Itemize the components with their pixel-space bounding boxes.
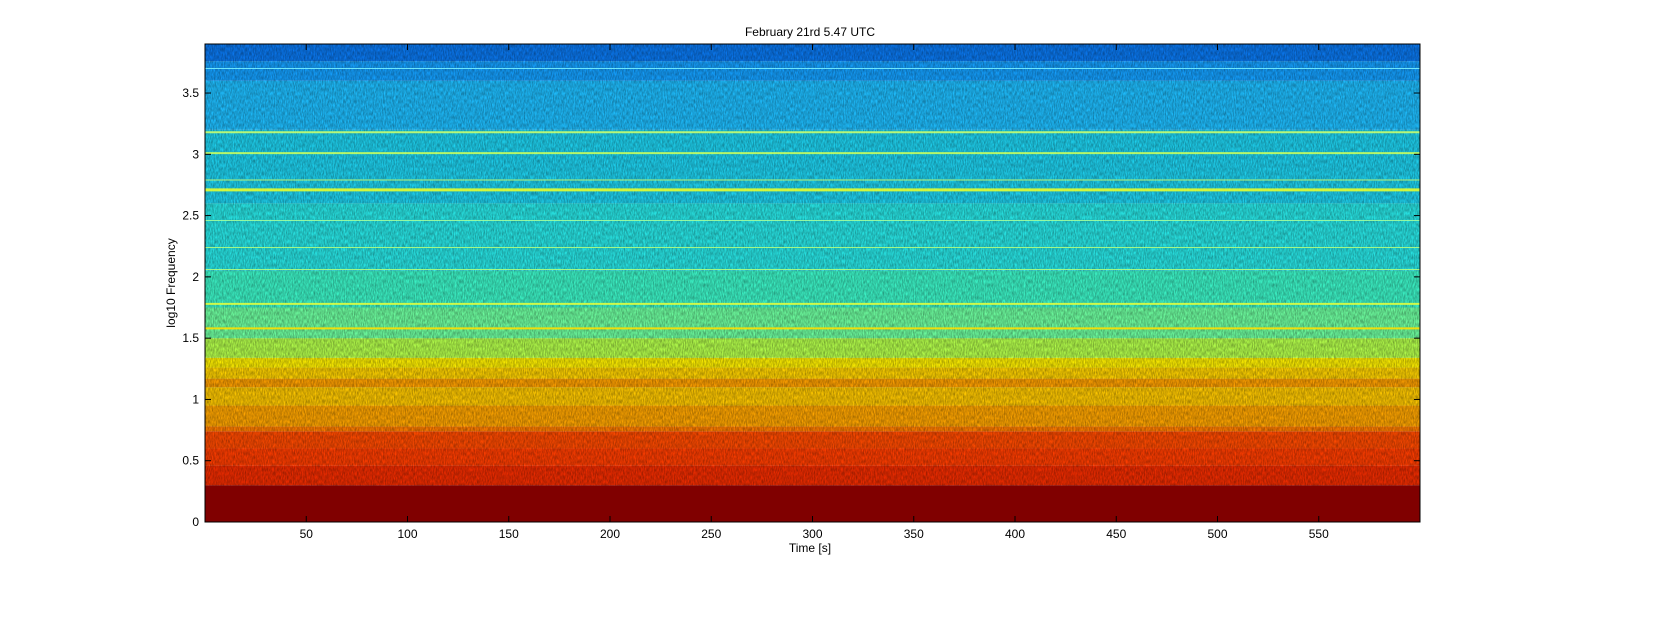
x-tick-label: 400 <box>1005 527 1025 541</box>
y-tick-label: 2 <box>192 270 199 284</box>
spectrogram-texture <box>205 44 1420 486</box>
x-axis-ticks: 50 100 150 200 250 300 350 400 450 500 550 <box>300 44 1329 541</box>
plot-area <box>204 43 1421 523</box>
y-tick-label: 2.5 <box>182 209 199 223</box>
x-tick-label: 300 <box>802 527 822 541</box>
spectrogram-band <box>205 485 1420 522</box>
y-tick-label: 1.5 <box>182 331 199 345</box>
x-tick-label: 550 <box>1309 527 1329 541</box>
y-axis-ticks: 0 0.5 1 1.5 2 2.5 3 3.5 <box>182 86 1420 529</box>
y-axis-label: log10 Frequency <box>164 238 178 327</box>
y-tick-label: 3 <box>192 147 199 161</box>
x-tick-label: 250 <box>701 527 721 541</box>
x-tick-label: 150 <box>499 527 519 541</box>
chart-title: February 21rd 5.47 UTC <box>745 25 875 39</box>
x-tick-label: 500 <box>1207 527 1227 541</box>
x-tick-label: 200 <box>600 527 620 541</box>
spectrogram-image <box>205 44 1420 522</box>
y-tick-label: 3.5 <box>182 86 199 100</box>
y-tick-label: 0 <box>192 515 199 529</box>
x-axis-label: Time [s] <box>789 541 831 555</box>
y-tick-label: 1 <box>192 392 199 406</box>
x-tick-label: 350 <box>904 527 924 541</box>
x-tick-label: 100 <box>397 527 417 541</box>
x-tick-label: 450 <box>1106 527 1126 541</box>
y-tick-label: 0.5 <box>182 454 199 468</box>
x-tick-label: 50 <box>300 527 314 541</box>
